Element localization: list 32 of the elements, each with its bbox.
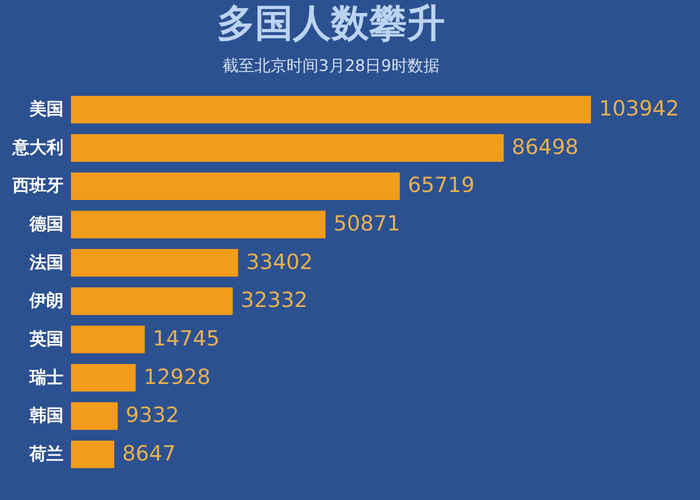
bar [71, 249, 238, 277]
data-label: 103942 [599, 96, 680, 121]
y-tick-label: 法国 [28, 252, 64, 273]
bar [71, 287, 233, 315]
y-tick-label: 美国 [28, 100, 64, 120]
data-label: 14745 [152, 326, 220, 350]
y-tick-label: 德国 [28, 214, 64, 235]
bar [71, 96, 591, 124]
y-tick-label: 伊朗 [28, 291, 64, 312]
y-tick-label: 意大利 [12, 138, 64, 158]
chart-subtitle: 截至北京时间3月28日9时数据 [222, 56, 440, 75]
bar [71, 172, 400, 200]
y-tick-label: 瑞士 [28, 368, 64, 388]
data-label: 33402 [246, 250, 313, 274]
y-tick-label: 荷兰 [28, 444, 64, 464]
data-label: 12928 [144, 364, 210, 389]
data-label: 32332 [240, 288, 308, 312]
chart-title: 多国人数攀升 [217, 1, 445, 45]
data-label: 86498 [512, 134, 579, 159]
y-tick-label: 西班牙 [12, 176, 64, 196]
data-label: 8647 [122, 441, 176, 466]
bar [71, 134, 504, 162]
y-tick-label: 韩国 [28, 406, 64, 426]
data-label: 9332 [126, 403, 180, 428]
bar [71, 326, 145, 354]
bar [71, 210, 326, 238]
data-label: 65719 [408, 173, 475, 198]
y-tick-label: 英国 [28, 329, 64, 350]
bar [71, 364, 136, 392]
bar [71, 402, 118, 430]
bar [71, 440, 114, 468]
data-label: 50871 [333, 212, 400, 236]
